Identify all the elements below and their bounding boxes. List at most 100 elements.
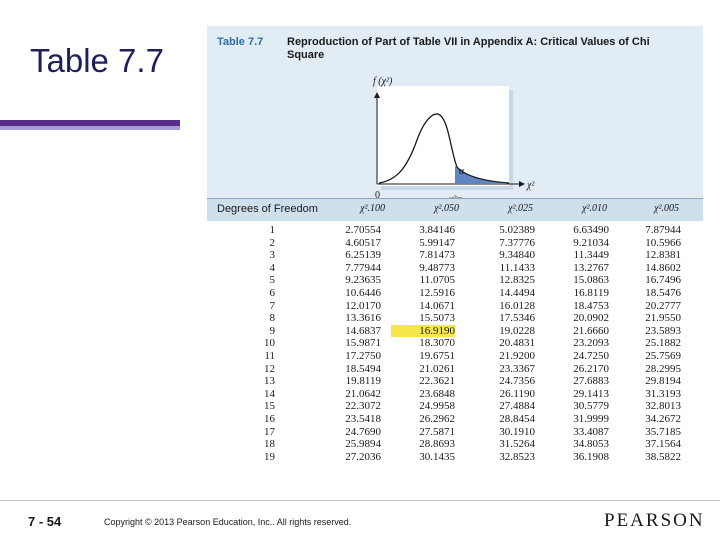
table-cell: 30.1435 (419, 450, 455, 463)
table-cell: 26.2962 (419, 413, 455, 425)
table-row: 9 14.6837 16.9190 19.0228 21.6660 23.5893 (207, 324, 703, 337)
table-cell: 16.9190 (391, 324, 455, 337)
row-degrees-of-freedom: 8 (269, 312, 276, 325)
table-cell: 13.3616 (345, 312, 381, 325)
table-cell: 24.7690 (345, 425, 381, 438)
table-number: Table 7.7 (217, 36, 264, 48)
graph-box (377, 86, 509, 186)
table-cell: 6.63490 (573, 224, 609, 236)
row-degrees-of-freedom: 13 (264, 375, 275, 388)
table-cell: 7.77944 (345, 261, 381, 274)
table-cell: 28.8693 (419, 438, 455, 451)
row-degrees-of-freedom: 10 (264, 337, 275, 350)
row-degrees-of-freedom: 19 (264, 450, 275, 463)
x-axis-arrow (519, 181, 525, 187)
row-degrees-of-freedom: 3 (269, 249, 276, 262)
table-row: 6 10.6446 12.5916 14.4494 16.8119 18.5476 (207, 287, 703, 299)
table-cell: 9.21034 (573, 236, 609, 249)
table-cell: 5.99147 (419, 236, 455, 249)
table-cell: 18.4753 (573, 299, 609, 312)
table-row: 8 13.3616 15.5073 17.5346 20.0902 21.9550 (207, 312, 703, 324)
table-cell: 21.6660 (573, 324, 609, 337)
row-degrees-of-freedom: 18 (264, 438, 275, 451)
table-row: 7 12.0170 14.0671 16.0128 18.4753 20.2777 (207, 300, 703, 312)
table-cell: 13.2767 (573, 261, 609, 274)
table-cell: 23.5418 (345, 413, 381, 425)
table-cell: 9.23635 (345, 274, 381, 287)
table-cell: 11.1433 (499, 261, 535, 274)
table-header-row: Degrees of Freedom χ².100 χ².050 χ².025 … (207, 198, 703, 221)
table-cell: 16.7496 (645, 274, 681, 287)
y-axis-arrow (374, 92, 380, 98)
table-cell: 31.3193 (645, 387, 681, 400)
row-degrees-of-freedom: 15 (264, 400, 275, 413)
table-cell: 10.5966 (645, 236, 681, 249)
row-degrees-of-freedom: 14 (264, 387, 275, 400)
row-degrees-of-freedom: 6 (269, 287, 276, 299)
table-cell: 34.2672 (645, 413, 681, 425)
row-degrees-of-freedom: 4 (269, 261, 276, 274)
table-title: Reproduction of Part of Table VII in App… (287, 36, 650, 61)
table-cell: 14.0671 (419, 299, 455, 312)
table-cell: 26.1190 (499, 387, 535, 400)
table-cell: 18.5476 (645, 287, 681, 299)
table-row: 4 7.77944 9.48773 11.1433 13.2767 14.8602 (207, 262, 703, 274)
table-cell: 25.7569 (645, 350, 681, 362)
table-row: 11 17.2750 19.6751 21.9200 24.7250 25.7569 (207, 350, 703, 362)
table-row: 17 24.7690 27.5871 30.1910 33.4087 35.7185 (207, 426, 703, 438)
table-cell: 23.3367 (499, 362, 535, 375)
header-col-100: χ².100 (360, 203, 385, 214)
chi-square-curve-diagram (374, 86, 525, 190)
table-cell: 24.9958 (419, 400, 455, 413)
alpha-tail-region (455, 166, 507, 184)
table-cell: 27.2036 (345, 450, 381, 463)
table-caption: Table 7.7 Reproduction of Part of Table … (207, 26, 703, 68)
table-cell: 19.0228 (499, 324, 535, 337)
table-cell: 3.84146 (419, 224, 455, 236)
table-cell: 20.2777 (645, 299, 681, 312)
table-cell: 23.2093 (573, 337, 609, 350)
row-degrees-of-freedom: 12 (264, 362, 275, 375)
table-row: 16 23.5418 26.2962 28.8454 31.9999 34.2672 (207, 413, 703, 425)
table-cell: 32.8523 (499, 450, 535, 463)
table-cell: 9.34840 (499, 249, 535, 262)
table-row: 19 27.2036 30.1435 32.8523 36.1908 38.5822 (207, 451, 703, 463)
table-cell: 27.6883 (573, 375, 609, 388)
table-row: 15 22.3072 24.9958 27.4884 30.5779 32.8013 (207, 400, 703, 412)
table-cell: 27.4884 (499, 400, 535, 413)
table-cell: 7.81473 (419, 249, 455, 262)
table-cell: 5.02389 (499, 224, 535, 236)
table-cell: 24.7356 (499, 375, 535, 388)
table-cell: 28.2995 (645, 362, 681, 375)
table-cell: 37.1564 (645, 438, 681, 451)
table-cell: 12.8381 (645, 249, 681, 262)
table-cell: 21.0261 (419, 362, 455, 375)
table-row: 18 25.9894 28.8693 31.5264 34.8053 37.1564 (207, 438, 703, 450)
table-cell: 14.4494 (499, 287, 535, 299)
row-degrees-of-freedom: 9 (269, 324, 276, 337)
table-cell: 12.8325 (499, 274, 535, 287)
table-row: 12 18.5494 21.0261 23.3367 26.2170 28.2995 (207, 363, 703, 375)
table-cell: 12.0170 (345, 299, 381, 312)
table-cell: 9.48773 (419, 261, 455, 274)
table-cell: 29.8194 (645, 375, 681, 388)
table-cell: 18.5494 (345, 362, 381, 375)
graph-y-label: f (χ²) (373, 76, 393, 87)
table-cell: 15.9871 (345, 337, 381, 350)
table-cell: 7.87944 (645, 224, 681, 236)
table-cell: 20.4831 (499, 337, 535, 350)
table-cell: 25.1882 (645, 337, 681, 350)
table-cell: 16.8119 (573, 287, 609, 299)
header-col-025: χ².025 (508, 203, 533, 214)
table-cell: 10.6446 (345, 287, 381, 299)
table-row: 2 4.60517 5.99147 7.37776 9.21034 10.5966 (207, 237, 703, 249)
table-row: 10 15.9871 18.3070 20.4831 23.2093 25.1882 (207, 337, 703, 349)
title-accent-bar-light (0, 126, 180, 130)
table-cell: 20.0902 (573, 312, 609, 325)
table-cell: 14.8602 (645, 261, 681, 274)
table-cell: 32.8013 (645, 400, 681, 413)
table-cell: 30.5779 (573, 400, 609, 413)
table-cell: 24.7250 (573, 350, 609, 362)
header-col-005: χ².005 (654, 203, 679, 214)
table-cell: 31.5264 (499, 438, 535, 451)
